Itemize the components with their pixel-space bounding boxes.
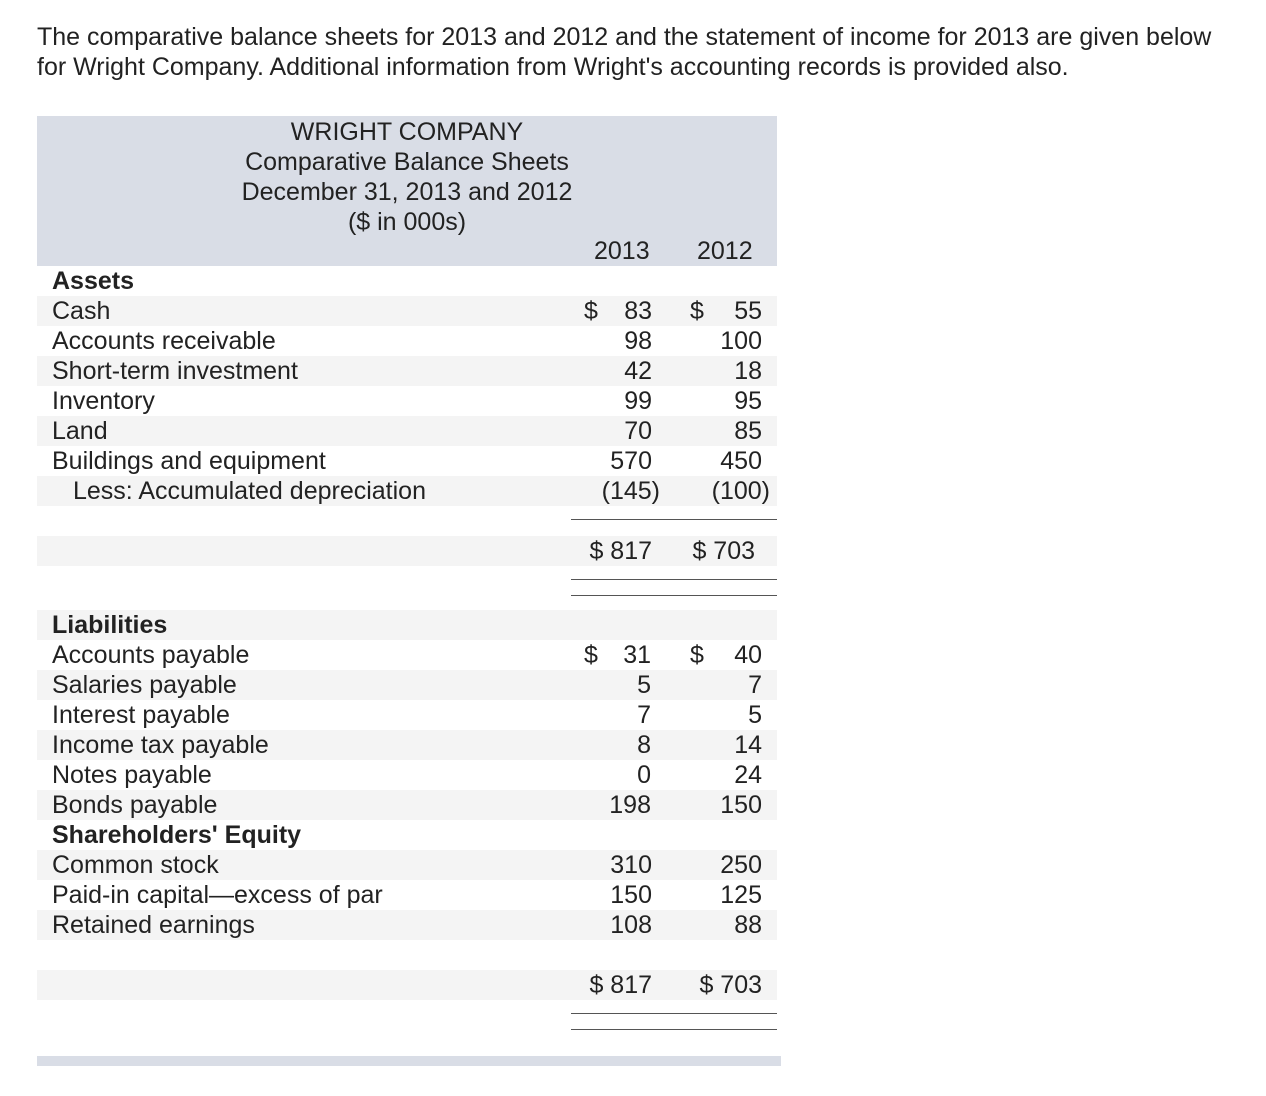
table-row: Bonds payable 198 150: [37, 790, 777, 820]
table-row: Notes payable 0 24: [52, 761, 762, 789]
assets-total-row: $ 817 $ 703: [37, 536, 777, 566]
row-label: Less: Accumulated depreciation: [73, 477, 426, 505]
row-label: Salaries payable: [52, 671, 237, 699]
row-label: Short-term investment: [52, 357, 298, 385]
table-footer-bar: [37, 1056, 781, 1066]
double-rule-bottom: [571, 1029, 777, 1030]
intro-line-2: for Wright Company. Additional informati…: [37, 53, 1069, 81]
statement-units: ($ in 000s): [347, 208, 467, 236]
row-label: Land: [52, 417, 108, 445]
table-row: Interest payable 7 5: [52, 701, 762, 729]
table-row: Accounts receivable 98 100: [52, 327, 762, 355]
currency-symbol: $: [584, 297, 598, 325]
row-label: Accounts receivable: [52, 327, 276, 355]
currency-symbol: $: [690, 297, 704, 325]
currency-symbol: $: [584, 641, 598, 669]
table-row: Cash $83 $55: [37, 296, 777, 326]
column-header-2013: 2013: [594, 237, 650, 265]
double-rule-top: [571, 579, 777, 580]
row-label: Notes payable: [52, 761, 212, 789]
equity-heading-row: Shareholders' Equity: [37, 820, 777, 850]
row-label: Accounts payable: [52, 641, 250, 669]
row-label: Buildings and equipment: [52, 447, 326, 475]
table-row: Retained earnings 108 88: [37, 910, 777, 940]
table-row: Land 70 85: [37, 416, 777, 446]
table-row: Salaries payable 5 7: [37, 670, 777, 700]
statement-title: Comparative Balance Sheets: [245, 148, 569, 176]
equity-heading: Shareholders' Equity: [52, 821, 302, 849]
assets-heading: Assets: [52, 267, 134, 295]
table-row: Inventory 99 95: [52, 387, 762, 415]
intro-line-1: The comparative balance sheets for 2013 …: [37, 23, 1212, 51]
row-label: Interest payable: [52, 701, 230, 729]
intro-paragraph: The comparative balance sheets for 2013 …: [37, 22, 1262, 82]
table-row: Buildings and equipment 570 450: [52, 447, 762, 475]
row-label: Income tax payable: [52, 731, 269, 759]
liabilities-heading-row: Liabilities: [37, 610, 777, 640]
table-row: Less: Accumulated depreciation (145) (10…: [37, 476, 777, 506]
row-label: Bonds payable: [52, 791, 218, 819]
table-row: Accounts payable $31 $40: [52, 641, 762, 669]
subtotal-rule: [571, 519, 777, 520]
liabilities-equity-total-row: $ 817 $ 703: [37, 970, 777, 1000]
double-rule-top: [571, 1013, 777, 1014]
row-label: Common stock: [52, 851, 219, 879]
table-row: Common stock 310 250: [37, 850, 777, 880]
statement-date: December 31, 2013 and 2012: [241, 178, 573, 206]
assets-heading-row: Assets: [37, 266, 777, 296]
row-label: Inventory: [52, 387, 155, 415]
table-row: Paid-in capital—excess of par 150 125: [52, 881, 762, 909]
double-rule-bottom: [571, 595, 777, 596]
liabilities-heading: Liabilities: [52, 611, 168, 639]
table-row: Income tax payable 8 14: [37, 730, 777, 760]
company-name: WRIGHT COMPANY: [290, 118, 524, 146]
row-label: Cash: [52, 297, 111, 325]
table-row: Short-term investment 42 18: [37, 356, 777, 386]
column-header-2012: 2012: [697, 237, 753, 265]
statement-header-band: [37, 116, 777, 266]
currency-symbol: $: [690, 641, 704, 669]
row-label: Retained earnings: [52, 911, 255, 939]
row-label: Paid-in capital—excess of par: [52, 881, 383, 909]
